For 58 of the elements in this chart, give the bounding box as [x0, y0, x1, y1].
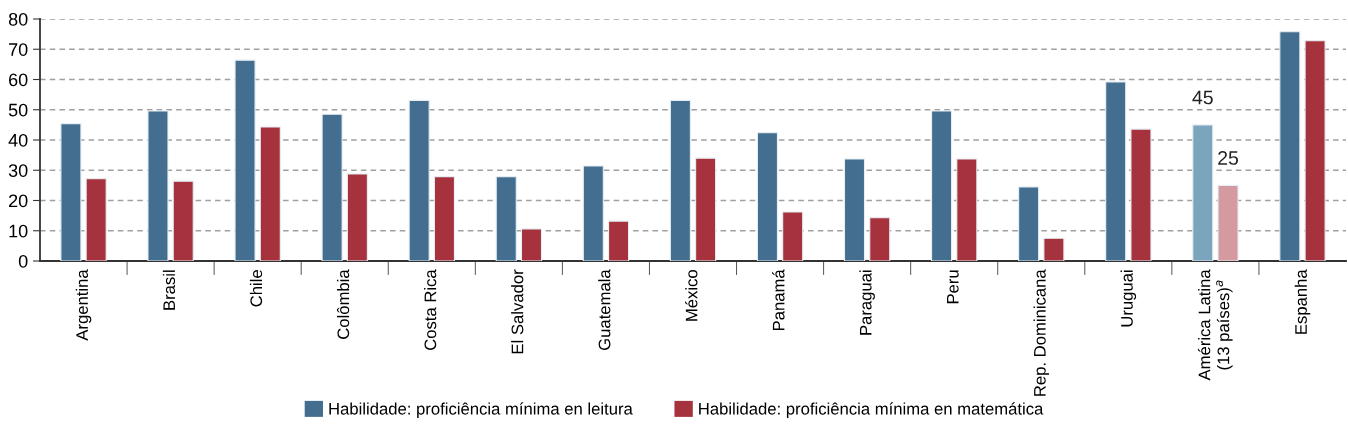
- y-tick-label: 20: [9, 194, 28, 208]
- x-tick-label: Colômbia: [336, 269, 350, 339]
- x-tick-label: México: [685, 270, 698, 321]
- legend-label: Habilidade: proficiência mínima en matemática: [699, 402, 1044, 418]
- y-tick-label: 70: [9, 43, 28, 56]
- bar: [321, 113, 343, 261]
- x-tick-label: Chile: [249, 270, 263, 307]
- bar: [408, 99, 430, 261]
- bar: [520, 228, 543, 261]
- x-tick-label: Argentina: [75, 269, 92, 341]
- bar: [433, 176, 455, 261]
- bar: [1043, 237, 1065, 261]
- bar: [1217, 184, 1239, 261]
- bar: [869, 217, 891, 261]
- bar: [931, 110, 953, 261]
- bar: [956, 158, 978, 261]
- bar: [843, 158, 866, 261]
- bar: [495, 176, 517, 261]
- x-tick-label: América Latina (13 países)$^{a}$: [1197, 269, 1233, 381]
- bar: [346, 173, 368, 261]
- data-label: 45: [1192, 90, 1213, 105]
- x-tick-label: Uruguai: [1120, 270, 1137, 327]
- bar: [669, 99, 691, 261]
- x-tick-label: El Salvador: [511, 269, 524, 354]
- bar: [1130, 128, 1152, 261]
- y-tick-label: 60: [9, 73, 28, 87]
- bar: [234, 59, 256, 261]
- y-tick-label: 40: [8, 133, 28, 147]
- y-tick-label: 30: [8, 164, 28, 177]
- bar: [1304, 40, 1326, 261]
- x-tick-label: Panamá: [772, 269, 785, 331]
- x-tick-label: Guatemala: [598, 269, 611, 351]
- legend-label: Habilidade: proficiência mínima en leitura: [329, 402, 633, 418]
- x-tick-label: Paraguai: [859, 270, 875, 335]
- bar: [60, 123, 82, 261]
- x-tick-label: Espanha: [1294, 269, 1311, 334]
- y-tick-label: 10: [9, 224, 28, 238]
- y-tick-label: 0: [18, 254, 28, 268]
- bar: [147, 110, 169, 261]
- y-tick-label: 50: [8, 103, 28, 117]
- bar: [1018, 186, 1040, 261]
- data-label: 25: [1218, 151, 1239, 165]
- x-tick-label: Peru: [947, 270, 959, 304]
- y-tick-label: 80: [8, 12, 28, 26]
- bar: [582, 165, 604, 261]
- bar: [259, 126, 281, 261]
- bar: [1192, 124, 1214, 261]
- x-tick-label: Costa Rica: [424, 269, 437, 350]
- x-tick-label: Brasil: [162, 270, 176, 310]
- x-tick-label: Rep. Dominicana: [1033, 269, 1050, 396]
- bar: [1105, 81, 1127, 261]
- bar: [607, 220, 630, 261]
- bar: [1279, 31, 1301, 261]
- bar: [695, 157, 717, 261]
- bar: [172, 180, 194, 261]
- bar: [85, 178, 107, 261]
- bar: [756, 132, 779, 261]
- bar: [782, 211, 804, 261]
